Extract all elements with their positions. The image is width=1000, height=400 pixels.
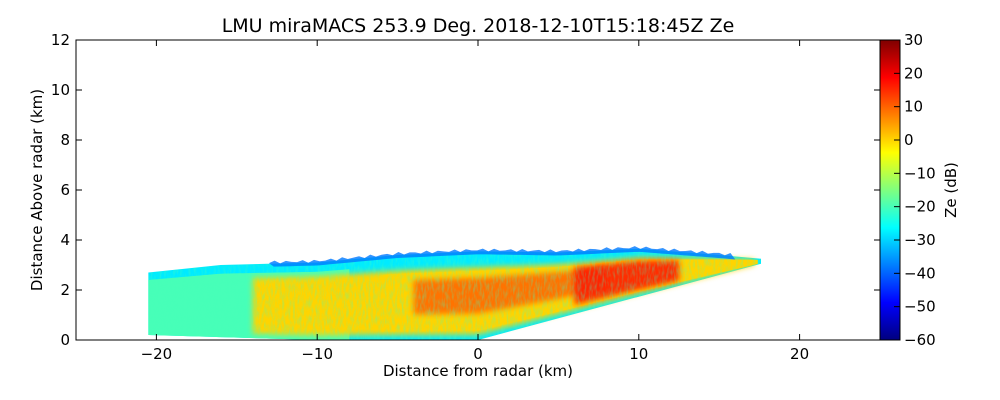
colorbar-label: Ze (dB)	[942, 162, 960, 218]
colorbar-tick-label: −50	[904, 298, 936, 316]
colorbar: 30 20 10 0 −10 −20 −30 −40 −50 −60 Ze (dB)	[879, 31, 960, 349]
colorbar-tick-label: 10	[904, 98, 923, 116]
x-tick-label: −10	[301, 345, 333, 363]
x-tick-label: −20	[141, 345, 173, 363]
plot-area	[75, 39, 881, 341]
colorbar-tick-label: −60	[904, 331, 936, 349]
colorbar-ticks: 30 20 10 0 −10 −20 −30 −40 −50 −60	[894, 31, 936, 349]
colorbar-tick-label: 0	[904, 131, 914, 149]
x-axis-label: Distance from radar (km)	[383, 362, 573, 380]
x-tick-label: 10	[629, 345, 648, 363]
y-tick-label: 10	[51, 81, 70, 99]
colorbar-tick-label: −40	[904, 264, 936, 282]
colorbar-tick-label: −30	[904, 231, 936, 249]
y-axis: 0 2 4 6 8 10 12	[51, 31, 880, 349]
y-tick-label: 8	[60, 131, 70, 149]
chart-title: LMU miraMACS 253.9 Deg. 2018-12-10T15:18…	[222, 15, 735, 37]
echo-speckle-texture	[148, 248, 762, 340]
y-tick-label: 4	[60, 231, 70, 249]
echo-cloud-top-edge	[268, 246, 736, 267]
colorbar-frame	[879, 39, 901, 341]
colorbar-tick-label: 20	[904, 64, 923, 82]
colorbar-tick-label: 30	[904, 31, 923, 49]
colorbar-fill	[880, 40, 900, 340]
x-axis: −20 −10 0 10 20	[141, 40, 809, 363]
y-tick-label: 6	[60, 181, 70, 199]
colorbar-tick-label: −10	[904, 164, 936, 182]
x-tick-label: 0	[473, 345, 483, 363]
y-tick-label: 12	[51, 31, 70, 49]
colorbar-tick-label: −20	[904, 198, 936, 216]
y-tick-label: 0	[60, 331, 70, 349]
y-tick-label: 2	[60, 281, 70, 299]
echo-region	[148, 246, 762, 340]
x-tick-label: 20	[790, 345, 809, 363]
y-axis-label: Distance Above radar (km)	[28, 89, 46, 291]
